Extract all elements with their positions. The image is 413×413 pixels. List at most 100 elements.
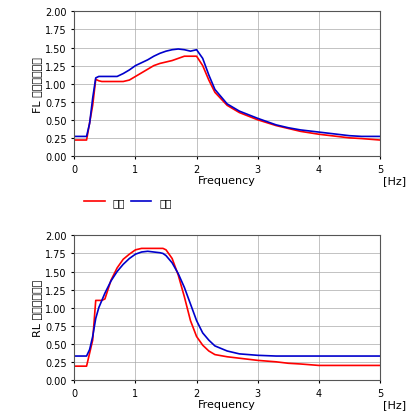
- 解析: [100, 298, 104, 303]
- 解析: [133, 64, 138, 69]
- 実験: [84, 364, 89, 369]
- 解析: [72, 354, 77, 358]
- 解析: [87, 121, 92, 126]
- 解析: [273, 123, 278, 128]
- 実験: [206, 78, 211, 83]
- 実験: [78, 364, 83, 369]
- 解析: [182, 48, 187, 53]
- 実験: [96, 298, 101, 303]
- 実験: [145, 246, 150, 251]
- 解析: [335, 354, 339, 358]
- 実験: [176, 273, 181, 278]
- 実験: [335, 135, 339, 140]
- 実験: [102, 80, 107, 85]
- 実験: [255, 358, 260, 363]
- 解析: [237, 351, 242, 356]
- 実験: [212, 90, 217, 95]
- 実験: [225, 354, 230, 359]
- 実験: [359, 137, 364, 142]
- 実験: [100, 80, 104, 85]
- 実験: [359, 363, 364, 368]
- 解析: [206, 338, 211, 343]
- 実験: [102, 297, 107, 302]
- 実験: [225, 104, 230, 109]
- 実験: [200, 64, 205, 69]
- 解析: [335, 133, 339, 138]
- 実験: [157, 246, 162, 251]
- 解析: [347, 134, 352, 139]
- 実験: [377, 138, 382, 143]
- Y-axis label: FL バネ上加速度: FL バネ上加速度: [32, 57, 42, 112]
- 解析: [139, 250, 144, 255]
- 実験: [347, 363, 352, 368]
- 実験: [72, 138, 77, 143]
- 実験: [133, 248, 138, 253]
- 解析: [145, 249, 150, 254]
- 実験: [188, 318, 193, 323]
- 実験: [121, 257, 126, 262]
- 解析: [182, 285, 187, 290]
- 実験: [335, 363, 339, 368]
- 解析: [115, 75, 120, 80]
- 実験: [194, 334, 199, 339]
- 解析: [206, 74, 211, 78]
- 解析: [176, 271, 181, 276]
- 解析: [72, 135, 77, 140]
- 解析: [188, 50, 193, 55]
- 実験: [93, 78, 98, 83]
- Y-axis label: RL バネ上加速度: RL バネ上加速度: [32, 279, 42, 337]
- 実験: [273, 359, 278, 364]
- 実験: [127, 78, 132, 83]
- Line: 実験: 実験: [74, 57, 380, 141]
- 実験: [194, 55, 199, 59]
- 解析: [87, 347, 92, 352]
- 解析: [161, 252, 166, 256]
- 解析: [151, 55, 156, 59]
- 実験: [176, 57, 181, 62]
- 実験: [157, 62, 162, 67]
- 解析: [90, 96, 95, 101]
- 実験: [316, 363, 321, 368]
- 解析: [237, 109, 242, 114]
- 実験: [93, 298, 98, 303]
- 解析: [188, 302, 193, 307]
- 解析: [93, 316, 98, 321]
- Line: 解析: 解析: [74, 50, 380, 137]
- 解析: [200, 57, 205, 62]
- 実験: [151, 246, 156, 251]
- 解析: [298, 354, 303, 358]
- 解析: [84, 354, 89, 358]
- 実験: [377, 363, 382, 368]
- 解析: [127, 256, 132, 261]
- X-axis label: Frequency: Frequency: [198, 176, 256, 185]
- 解析: [377, 354, 382, 358]
- 解析: [115, 269, 120, 274]
- 解析: [109, 279, 114, 284]
- 実験: [206, 349, 211, 354]
- 解析: [78, 354, 83, 358]
- 解析: [194, 48, 199, 53]
- 実験: [72, 364, 77, 369]
- 解析: [102, 291, 107, 296]
- 解析: [96, 75, 101, 80]
- 解析: [170, 261, 175, 266]
- Line: 解析: 解析: [74, 252, 380, 356]
- 解析: [212, 344, 217, 349]
- 実験: [139, 246, 144, 251]
- 解析: [298, 128, 303, 133]
- 解析: [145, 58, 150, 63]
- 解析: [170, 48, 175, 53]
- 解析: [316, 354, 321, 358]
- 解析: [316, 130, 321, 135]
- 実験: [273, 124, 278, 129]
- 解析: [121, 72, 126, 77]
- 実験: [151, 64, 156, 69]
- 実験: [145, 68, 150, 73]
- 実験: [316, 133, 321, 138]
- 実験: [286, 361, 291, 366]
- 解析: [255, 116, 260, 121]
- 解析: [121, 262, 126, 267]
- 解析: [139, 61, 144, 66]
- 実験: [188, 55, 193, 59]
- 解析: [127, 68, 132, 73]
